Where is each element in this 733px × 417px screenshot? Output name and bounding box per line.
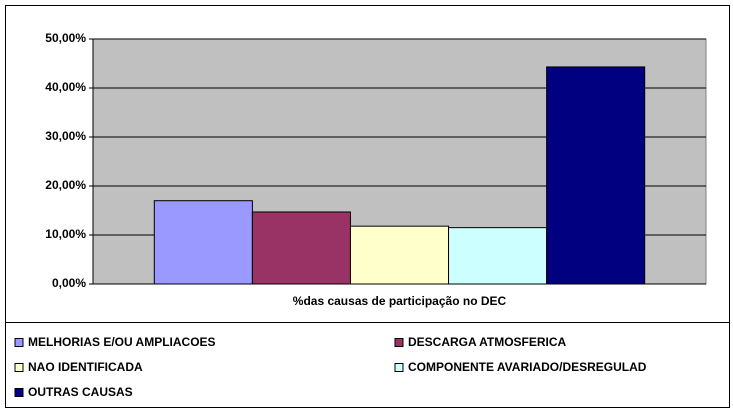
y-tick-label: 20,00% xyxy=(45,178,86,192)
legend-swatch xyxy=(14,363,24,372)
y-tick-label: 50,00% xyxy=(45,31,86,45)
y-tick-label: 0,00% xyxy=(52,276,86,290)
bar xyxy=(546,66,646,285)
legend-swatch xyxy=(14,338,24,347)
legend-swatch xyxy=(394,338,404,347)
bar xyxy=(448,227,548,285)
legend-label: COMPONENTE AVARIADO/DESREGULAD xyxy=(408,360,647,374)
legend-label: DESCARGA ATMOSFERICA xyxy=(408,335,567,349)
legend-swatch xyxy=(394,363,404,372)
legend-label: NAO IDENTIFICADA xyxy=(28,360,143,374)
y-tick-label: 10,00% xyxy=(45,227,86,241)
x-tick-label: %das causas de participação no DEC xyxy=(293,294,507,308)
y-tick-label: 40,00% xyxy=(45,80,86,94)
legend-label: OUTRAS CAUSAS xyxy=(28,385,133,399)
bar xyxy=(153,200,253,285)
bar xyxy=(251,211,351,285)
legend-label: MELHORIAS E/OU AMPLIACOES xyxy=(28,335,216,349)
legend-swatch xyxy=(14,388,24,397)
legend xyxy=(5,322,730,408)
bar xyxy=(349,225,450,285)
y-tick-label: 30,00% xyxy=(45,129,86,143)
